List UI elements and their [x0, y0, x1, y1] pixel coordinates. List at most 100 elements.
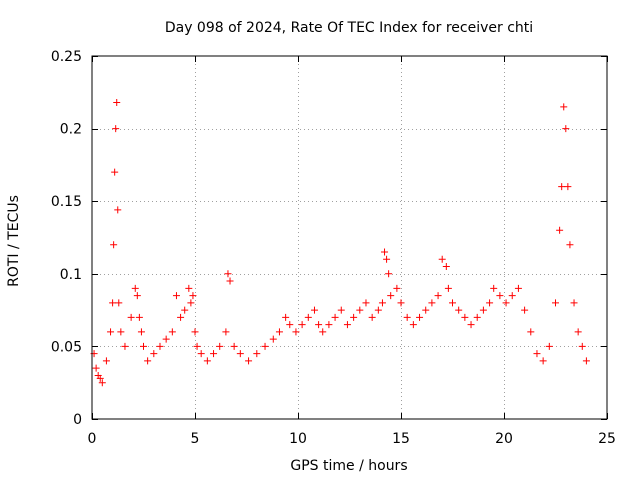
data-point	[496, 292, 504, 300]
data-point	[385, 270, 393, 278]
data-point	[461, 313, 469, 321]
data-point	[319, 328, 327, 336]
data-point	[140, 342, 147, 350]
x-tick-label: 5	[191, 431, 200, 447]
data-point	[449, 299, 456, 307]
data-point	[112, 125, 120, 133]
data-point	[197, 350, 205, 358]
data-point	[508, 292, 516, 300]
x-tick-label: 15	[392, 431, 410, 447]
x-tick-label: 10	[289, 431, 307, 447]
data-point	[387, 292, 395, 300]
data-point	[203, 357, 211, 365]
data-point	[117, 328, 125, 336]
data-point	[98, 379, 106, 387]
data-point	[486, 299, 494, 307]
data-point	[172, 292, 180, 300]
data-point	[521, 306, 529, 314]
data-point	[473, 313, 481, 321]
data-point	[562, 125, 570, 133]
data-point	[539, 357, 547, 365]
data-point	[416, 313, 424, 321]
plot-frame	[91, 55, 608, 420]
data-point	[168, 328, 176, 336]
data-point	[135, 313, 143, 321]
data-point	[102, 357, 110, 365]
data-point	[226, 277, 234, 285]
data-point	[156, 342, 164, 350]
data-point	[298, 321, 306, 329]
data-point	[545, 342, 553, 350]
x-tick-label: 0	[88, 431, 97, 447]
data-point	[304, 313, 312, 321]
data-point	[133, 292, 141, 300]
y-tick-label: 0.05	[51, 339, 82, 355]
y-tick-label: 0.25	[51, 49, 82, 65]
data-point	[282, 313, 290, 321]
data-point	[121, 342, 129, 350]
y-tick-label: 0	[73, 412, 82, 428]
data-point	[224, 270, 232, 278]
data-point	[185, 284, 193, 292]
data-point	[114, 206, 122, 214]
data-point	[558, 183, 566, 191]
data-point	[110, 241, 118, 249]
data-point	[331, 313, 339, 321]
data-point	[310, 306, 318, 314]
data-point	[189, 292, 197, 300]
data-point	[181, 306, 189, 314]
data-point	[236, 350, 244, 358]
grid-lines	[92, 56, 607, 419]
data-point	[514, 284, 522, 292]
data-point	[434, 292, 442, 300]
data-point	[368, 313, 376, 321]
data-point	[422, 306, 430, 314]
data-point	[107, 328, 115, 336]
data-point	[479, 306, 487, 314]
data-point	[409, 321, 417, 329]
data-point	[350, 313, 358, 321]
data-point	[337, 306, 345, 314]
data-point	[438, 255, 446, 263]
data-point	[216, 342, 224, 350]
data-point	[527, 328, 535, 336]
data-point	[381, 248, 389, 256]
data-point	[315, 321, 323, 329]
x-axis-label: GPS time / hours	[290, 458, 407, 474]
data-point	[574, 328, 582, 336]
data-point	[428, 299, 436, 307]
data-point	[131, 284, 139, 292]
data-point	[556, 226, 564, 234]
data-points	[90, 98, 590, 387]
y-tick-label: 0.1	[60, 267, 82, 283]
data-point	[325, 321, 333, 329]
data-point	[292, 328, 300, 336]
data-point	[269, 335, 277, 343]
data-point	[187, 299, 195, 307]
y-axis-label: ROTI / TECUs	[6, 195, 22, 287]
data-point	[245, 357, 253, 365]
data-point	[193, 342, 201, 350]
data-point	[578, 342, 586, 350]
data-point	[96, 374, 104, 382]
data-point	[582, 357, 590, 365]
data-point	[261, 342, 269, 350]
data-point	[560, 103, 568, 111]
data-point	[210, 350, 218, 358]
chart-title: Day 098 of 2024, Rate Of TEC Index for r…	[165, 20, 533, 36]
x-tick-label: 25	[598, 431, 616, 447]
data-point	[343, 321, 351, 329]
data-point	[533, 350, 541, 358]
data-point	[92, 364, 100, 372]
data-point	[393, 284, 401, 292]
data-point	[403, 313, 411, 321]
data-point	[564, 183, 572, 191]
data-point	[356, 306, 364, 314]
data-point	[570, 299, 578, 307]
data-point	[442, 263, 450, 271]
data-point	[286, 321, 294, 329]
data-point	[490, 284, 498, 292]
data-point	[230, 342, 238, 350]
data-point	[275, 328, 283, 336]
y-tick-label: 0.15	[51, 194, 82, 210]
